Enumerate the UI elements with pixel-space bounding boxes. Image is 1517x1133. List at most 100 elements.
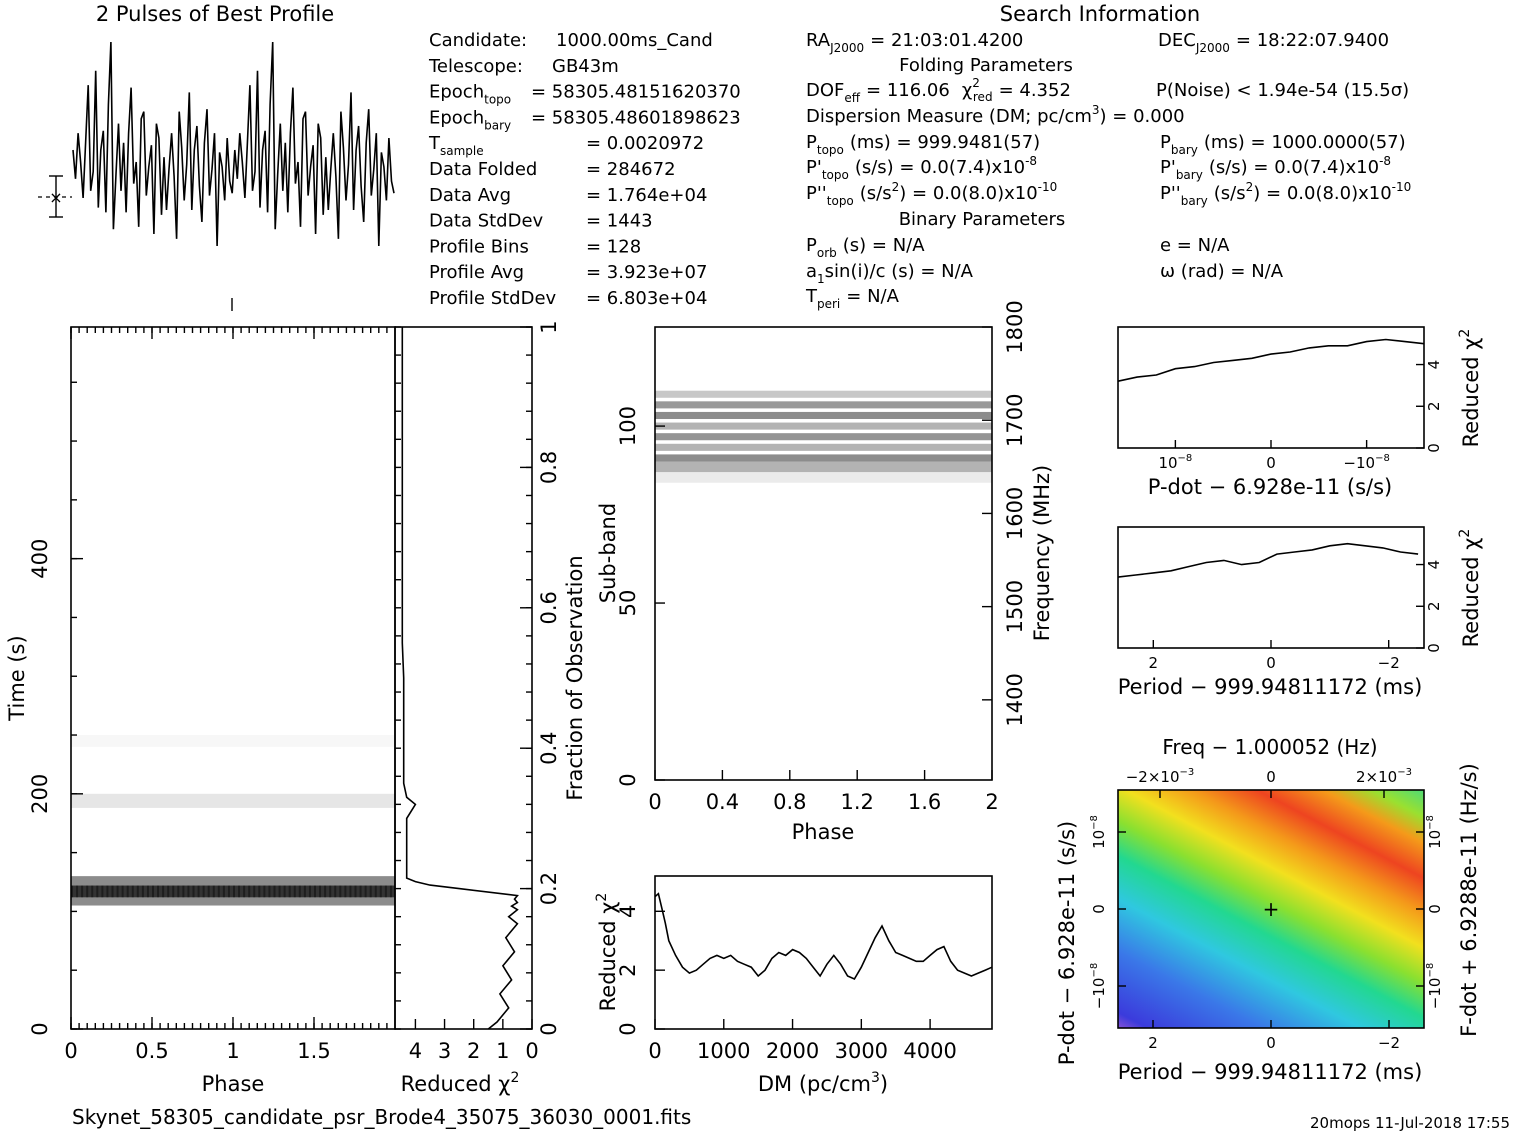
chi2-dm-xtick-label: 2000	[766, 1039, 819, 1063]
period-pdot-y2tick-label: 0	[1426, 904, 1444, 914]
time-phase-stripe	[172, 885, 175, 898]
time-phase-xlabel: Phase	[202, 1072, 265, 1096]
candidate-info-value: = 0.0020972	[586, 133, 704, 154]
time-phase-stripe	[243, 885, 246, 898]
chi2-pdot-ylabel: Reduced χ2	[1457, 329, 1483, 448]
subband-y2tick-label: 1400	[1003, 673, 1027, 726]
candidate-info-value: = 1443	[586, 211, 653, 232]
search-info: RAJ2000 = 21:03:01.4200 DECJ2000 = 18:22:0…	[805, 30, 1411, 311]
svg-text:P'topo(s/s) = 0.0(7.4)x10-8: P'topo (s/s) = 0.0(7.4)x10-8	[806, 154, 1037, 182]
chi2-period-ytick-label: 2	[1425, 602, 1443, 612]
chi2-fraction-xlabel: Reduced χ2	[401, 1070, 520, 1096]
chi2-fraction-ytick-label: 0.4	[537, 731, 561, 764]
time-phase-stripe	[217, 885, 220, 898]
chi2-fraction-panel: 4 3 2 1 000.20.40.60.81 Reduced χ2 Fraction …	[394, 320, 587, 1096]
time-phase-stripe	[389, 885, 392, 898]
time-phase-stripe	[207, 885, 210, 898]
svg-text:Pbary(ms) = 1000.0000(57): Pbary (ms) = 1000.0000(57)	[1160, 132, 1406, 157]
chi2-dm-ytick-label: 2	[616, 963, 640, 976]
candidate-info-row: Profile Avg	[429, 262, 524, 283]
chi2-pdot-xtick-label: −10−8	[1343, 453, 1389, 472]
chi2-pdot-xtick-label: 0	[1266, 454, 1276, 472]
time-phase-stripe	[131, 885, 134, 898]
chi2-period-panel: 2 0 −2 0 2 4 Period − 999.94811172 (ms) Reduc…	[1117, 526, 1483, 699]
time-phase-stripe	[293, 885, 296, 898]
candidate-info: Candidate: 1000.00ms_Cand Telescope: GB43m E…	[428, 30, 741, 309]
chi2-dm-xlabel: DM (pc/cm3)	[758, 1070, 888, 1096]
svg-text:Porb(s) = N/A: Porb (s) = N/A	[806, 235, 925, 260]
candidate-info-row: Data Folded	[429, 159, 537, 180]
time-phase-stripe	[202, 885, 205, 898]
chi2-dm-ytick-label: 0	[616, 1022, 640, 1035]
footer-timestamp: 20mops 11-Jul-2018 17:55	[1310, 1114, 1510, 1132]
profile-curve	[72, 41, 395, 247]
time-phase-stripe	[283, 885, 286, 898]
period-pdot-xtick-label: −2	[1378, 1034, 1400, 1052]
time-phase-stripe	[253, 885, 256, 898]
time-phase-stripe	[263, 885, 266, 898]
subband-xtick-label: 1.6	[908, 790, 941, 814]
candidate-info-value: = 1.764e+04	[586, 185, 707, 206]
time-phase-stripe	[227, 885, 230, 898]
chi2-fraction-xtick-label: 1	[496, 1039, 509, 1063]
subband-y2label: Frequency (MHz)	[1030, 465, 1054, 641]
candidate-info-value: = 58305.48151620370	[531, 82, 741, 103]
time-phase-stripe	[273, 885, 276, 898]
candidate-info-row: Profile StdDev	[429, 288, 557, 309]
time-phase-stripe	[81, 885, 84, 898]
subband-band	[655, 422, 992, 430]
time-phase-stripe	[192, 885, 195, 898]
subband-band	[655, 443, 992, 451]
period-pdot-peak: +	[1263, 897, 1280, 921]
candidate-info-row: Candidate:	[429, 30, 527, 51]
time-phase-stripe	[238, 885, 241, 898]
time-phase-stripe	[374, 885, 377, 898]
candidate-info-value: = 284672	[586, 159, 676, 180]
chi2-dm-panel: 0 1000 2000 3000 4000 0 2 4 DM (pc/cm3) Reduced…	[594, 875, 993, 1096]
svg-text:P'bary(s/s) = 0.0(7.4)x10-8: P'bary (s/s) = 0.0(7.4)x10-8	[1160, 154, 1391, 182]
period-pdot-ytick-label: −10−8	[1089, 963, 1108, 1009]
candidate-info-value: = 3.923e+07	[586, 262, 707, 283]
chi2-fraction-ytick-label: 0	[537, 1022, 561, 1035]
subband-band	[655, 411, 992, 420]
period-pdot-y2tick-label: 10−8	[1425, 815, 1444, 849]
svg-text:×: ×	[49, 188, 62, 207]
chi2-dm-xtick-label: 3000	[835, 1039, 888, 1063]
candidate-info-row: Data Avg	[429, 185, 511, 206]
time-phase-stripe	[141, 885, 144, 898]
time-phase-band	[71, 735, 395, 747]
subband-ytick-label: 0	[616, 773, 640, 786]
chi2-fraction-ytick-label: 0.6	[537, 591, 561, 624]
subband-y2tick-label: 1600	[1003, 487, 1027, 540]
chi2-pdot-xlabel: P-dot − 6.928e-11 (s/s)	[1148, 475, 1393, 499]
time-phase-panel: 0 0.5 1 1.5 0 200 400 Phase Time (s)	[5, 326, 396, 1096]
candidate-info-row: Data StdDev	[429, 211, 544, 232]
chi2-period-ylabel: Reduced χ2	[1457, 529, 1483, 648]
chi2-fraction-ytick-label: 1	[537, 320, 561, 333]
chi2-pdot-panel: 10−8 0 −10−8 0 2 4 P-dot − 6.928e-11 (s/s) Re…	[1117, 326, 1483, 499]
time-phase-stripe	[329, 885, 332, 898]
time-phase-band	[71, 793, 395, 808]
period-pdot-top-tick-label: 0	[1266, 768, 1276, 786]
subband-y2tick-label: 1800	[1003, 300, 1027, 353]
binary-title: Binary Parameters	[899, 209, 1066, 230]
search-title: Search Information	[1000, 2, 1200, 26]
candidate-info-value: = 128	[586, 236, 641, 257]
period-pdot-ylabel: P-dot − 6.928e-11 (s/s)	[1055, 821, 1079, 1066]
chi2-fraction-xtick-label: 0	[525, 1039, 538, 1063]
chi2-fraction-ytick-label: 0.8	[537, 451, 561, 484]
subband-xtick-label: 2	[985, 790, 998, 814]
period-pdot-top-tick-label: 2×10−3	[1356, 767, 1412, 786]
time-phase-stripe	[258, 885, 261, 898]
subband-phase-panel: 0 0.4 0.8 1.2 1.6 2 0 50 100 1400 1500 1600 1700 1800…	[596, 300, 1054, 844]
time-phase-stripe	[136, 885, 139, 898]
chi2-pdot-xtick-label: 10−8	[1158, 453, 1192, 472]
time-phase-bands-bg	[71, 327, 395, 1029]
time-phase-ytick-label: 400	[28, 539, 52, 579]
time-phase-stripe	[111, 885, 114, 898]
time-phase-stripe	[197, 885, 200, 898]
chi2-fraction-ytick-label: 0.2	[537, 872, 561, 905]
time-phase-stripe	[116, 885, 119, 898]
time-phase-stripe	[177, 885, 180, 898]
folding-title: Folding Parameters	[899, 55, 1073, 76]
